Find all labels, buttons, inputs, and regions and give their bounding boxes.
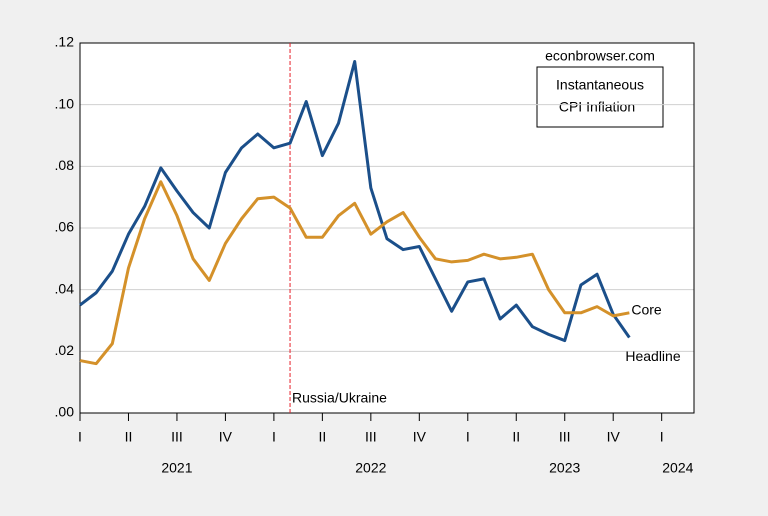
x-tick-label: II: [125, 429, 133, 445]
title-box: [536, 66, 664, 128]
x-tick-label: I: [466, 429, 470, 445]
y-tick-label: .02: [55, 342, 75, 358]
source: econbrowser.com: [545, 48, 655, 64]
series-line: [79, 60, 631, 343]
x-tick-label: III: [171, 429, 183, 445]
x-tick-label: III: [559, 429, 571, 445]
year-label: 2023: [549, 460, 580, 476]
title-line: CPI Inflation: [559, 99, 635, 115]
x-tick-label: II: [318, 429, 326, 445]
x-tick-label: IV: [413, 429, 427, 445]
series-line: [79, 180, 630, 366]
series-label: Headline: [625, 348, 680, 364]
x-tick-label: IV: [607, 429, 621, 445]
x-tick-label: IV: [219, 429, 233, 445]
x-tick-label: III: [365, 429, 377, 445]
y-tick-label: .08: [55, 157, 75, 173]
y-tick-label: .12: [55, 34, 75, 50]
year-label: 2021: [161, 460, 192, 476]
y-tick-label: .00: [55, 404, 75, 420]
x-tick-label: I: [660, 429, 664, 445]
event-label: Russia/Ukraine: [292, 390, 387, 406]
x-tick-label: II: [512, 429, 520, 445]
year-label: 2024: [662, 460, 693, 476]
y-tick-label: .10: [55, 95, 75, 111]
y-tick-label: .06: [55, 219, 75, 235]
x-tick-label: I: [272, 429, 276, 445]
series-label: Core: [631, 301, 662, 317]
year-label: 2022: [355, 460, 386, 476]
plot-frame: [79, 42, 695, 414]
title-line: Instantaneous: [556, 77, 644, 93]
y-tick-label: .04: [55, 280, 75, 296]
x-tick-label: I: [78, 429, 82, 445]
